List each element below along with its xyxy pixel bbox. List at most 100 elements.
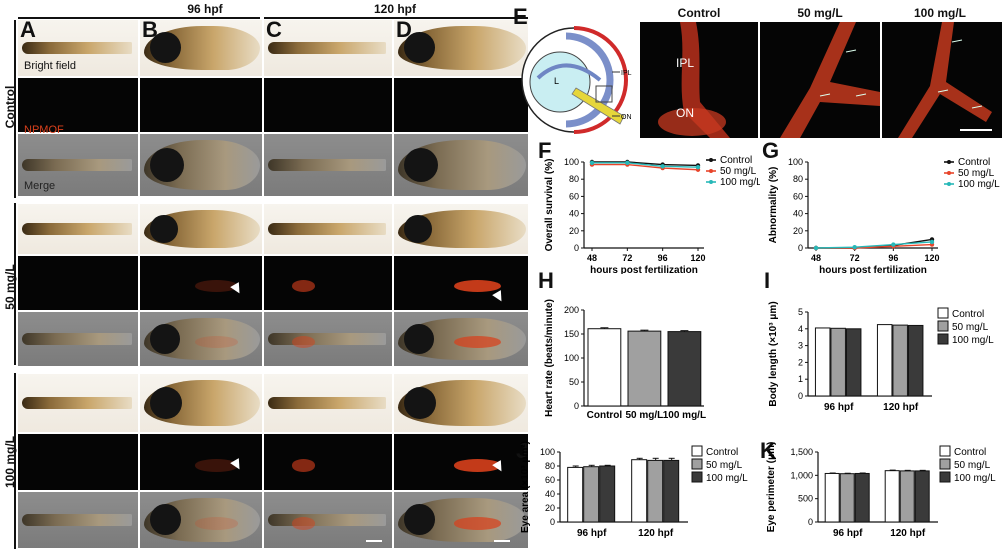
y-tick-label: 4	[798, 324, 803, 334]
larva-eye	[404, 147, 439, 182]
legend-label: 100 mg/L	[720, 177, 760, 188]
micrograph-r5-c2	[140, 256, 262, 310]
legend-marker	[709, 158, 713, 162]
micrograph-r1-c2	[140, 20, 262, 76]
y-tick-label: 80	[569, 174, 579, 184]
larva-eye	[404, 323, 434, 354]
gut-fluorescence	[194, 459, 238, 472]
legend-label: 50 mg/L	[706, 460, 743, 471]
larva-shape	[268, 333, 386, 345]
x-tick-label: 96	[658, 253, 668, 263]
data-point	[813, 245, 819, 251]
chart-i-body-length: 0 1 2 3 4 5 Body length (×10³ μm) 96 hpf 120 hpf…	[768, 301, 994, 413]
legend-swatch	[691, 445, 703, 457]
scale-bar	[366, 540, 382, 542]
data-point	[695, 164, 701, 170]
micrograph-r2-c3	[264, 78, 392, 132]
series-line-2	[815, 241, 933, 249]
micrograph-r3-c2	[140, 134, 262, 196]
micrograph-r1-c4	[394, 20, 528, 76]
y-tick-label: 100	[564, 157, 579, 167]
series-line-0	[592, 161, 699, 167]
y-tick-label: 100	[540, 447, 555, 457]
micrograph-r8-c4	[394, 434, 528, 490]
micrograph-r9-c3	[264, 492, 392, 548]
y-tick-label: 0	[574, 401, 579, 411]
legend-swatch	[937, 320, 949, 332]
gut-fluorescence	[194, 280, 238, 293]
row-rule-control	[14, 20, 16, 198]
x-tick-label: 96 hpf	[824, 402, 854, 413]
x-tick-label: 120	[690, 253, 705, 263]
y-tick-label: 40	[569, 209, 579, 219]
larva-eye	[150, 504, 181, 536]
data-point	[852, 244, 857, 250]
panel-letter-i: I	[764, 268, 771, 293]
y-axis-title: Eye perimeter (μm)	[766, 442, 777, 533]
panel-letter-d: D	[396, 17, 412, 42]
legend-swatch	[939, 445, 951, 457]
micrograph-r6-c1	[18, 312, 138, 366]
micrograph-r4-c1	[18, 204, 138, 254]
row-rule-100	[14, 373, 16, 549]
micrograph-r3-c3	[264, 134, 392, 196]
panel-letter-k: K	[760, 438, 776, 463]
header-rule-left	[18, 17, 260, 19]
x-axis-title: hours post fertilization	[819, 265, 927, 274]
gut-fluorescence	[454, 336, 502, 349]
header-rule-right	[264, 17, 528, 19]
larva-shape	[268, 223, 386, 235]
data-point	[589, 160, 595, 166]
bar	[907, 324, 924, 397]
larva-shape	[398, 84, 526, 126]
y-tick-label: 60	[569, 191, 579, 201]
micrograph-r9-c1	[18, 492, 138, 548]
y-axis-title: Body length (×10³ μm)	[768, 301, 779, 406]
larva-shape	[22, 99, 132, 111]
x-axis-title: hours post fertilization	[590, 265, 698, 274]
y-axis-title: Heart rate (beats/minute)	[544, 299, 555, 417]
micrograph-r8-c1	[18, 434, 138, 490]
x-tick-label: 100 mg/L	[663, 410, 706, 421]
bar	[876, 324, 893, 397]
micrograph-r1-c3	[264, 20, 392, 76]
legend-label: 50 mg/L	[952, 322, 989, 333]
micrograph-r2-c1	[18, 78, 138, 132]
micrograph-r9-c2	[140, 492, 262, 548]
larva-eye	[404, 504, 435, 536]
larva-shape	[22, 514, 132, 526]
x-tick-label: 96	[888, 253, 898, 263]
legend-marker	[709, 180, 713, 184]
bar	[599, 465, 616, 523]
panel-letter-h: H	[538, 268, 554, 293]
data-point	[891, 242, 896, 247]
y-tick-label: 5	[798, 307, 803, 317]
data-point	[929, 239, 935, 245]
larva-shape	[268, 397, 386, 409]
scale-bar	[494, 540, 510, 542]
larva-shape	[268, 99, 386, 111]
panel-letter-a: A	[20, 17, 36, 42]
y-tick-label: 40	[545, 489, 555, 499]
larva-shape	[268, 456, 386, 468]
fluor-col-100: 100 mg/L	[913, 6, 967, 20]
y-tick-label: 100	[564, 353, 579, 363]
larva-shape	[22, 456, 132, 468]
micrograph-r1-c1	[18, 20, 138, 76]
micrograph-r7-c1	[18, 374, 138, 432]
larva-eye	[150, 147, 185, 182]
larva-eye	[404, 32, 435, 64]
legend-label: Control	[720, 155, 752, 166]
bar	[845, 328, 862, 397]
y-tick-label: 150	[564, 329, 579, 339]
larva-eye	[404, 215, 432, 243]
diagram-label-ipl: IPL	[621, 70, 632, 77]
row-label-control: Control	[3, 85, 17, 129]
y-tick-label: 0	[574, 243, 579, 253]
y-axis-title: Eye area (×10³ μm²)	[520, 441, 531, 533]
legend-swatch	[937, 333, 949, 345]
panel-letter-f: F	[538, 138, 552, 163]
x-tick-label: 50 mg/L	[626, 410, 664, 421]
larva-shape	[268, 42, 386, 54]
larva-shape	[268, 514, 386, 526]
